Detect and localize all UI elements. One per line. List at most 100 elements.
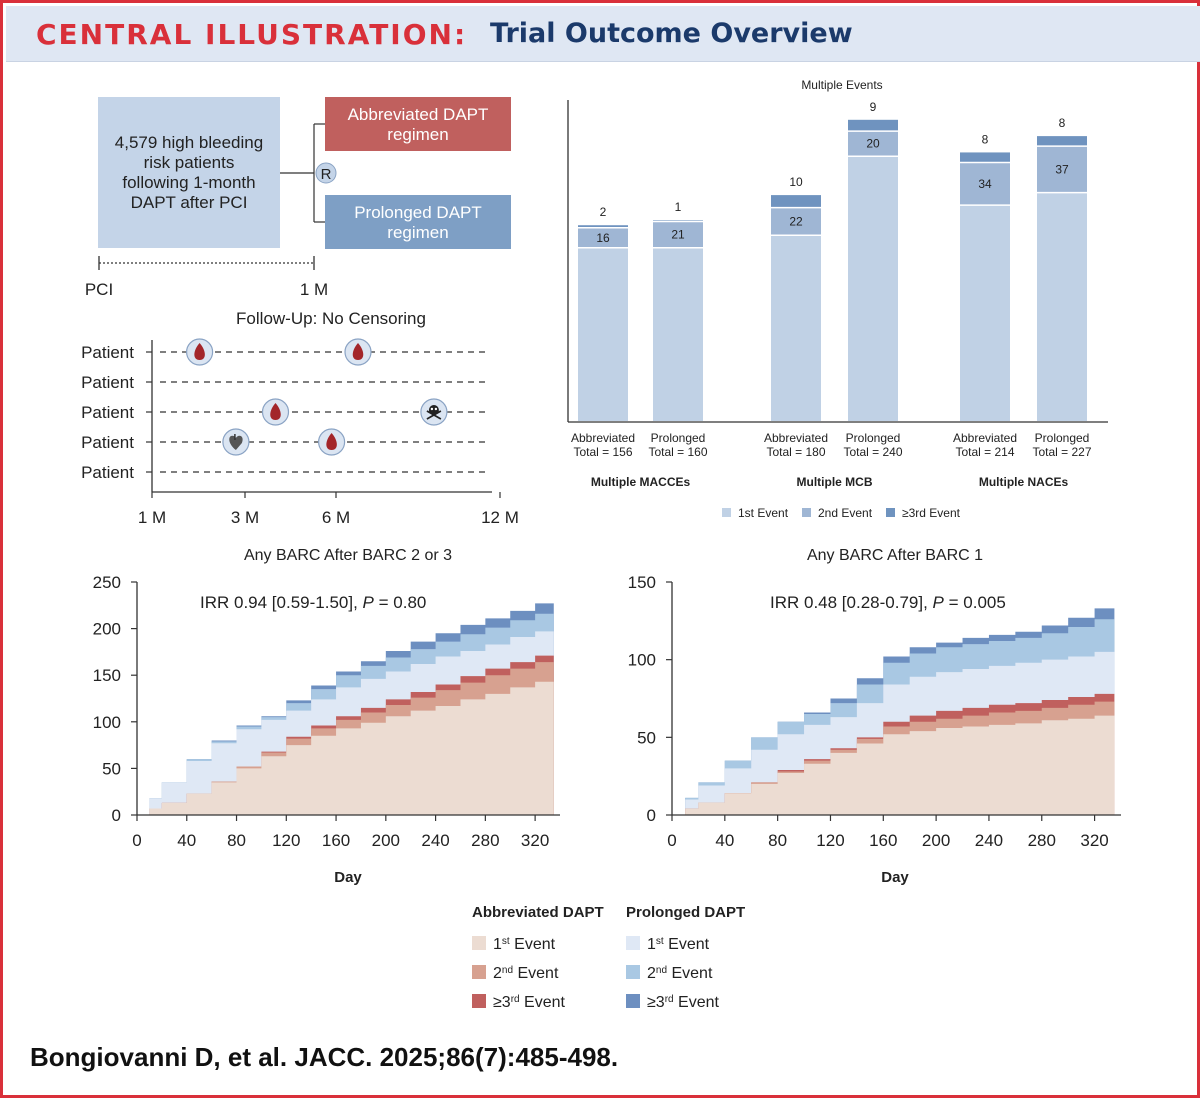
legend-prol-second-swatch [626, 965, 640, 979]
legend-abbr-first-swatch [472, 936, 486, 950]
bar-value-second: 16 [596, 231, 610, 245]
y-tick-label: 100 [628, 651, 656, 670]
blood-drop-icon [318, 428, 346, 456]
legend-abbr-third-swatch [472, 994, 486, 1008]
legend-swatch-third [886, 508, 895, 517]
area-legend: Abbreviated DAPT Prolonged DAPT 1st Even… [472, 904, 745, 1011]
legend-swatch-first [722, 508, 731, 517]
bar-value-third: 2 [600, 205, 607, 219]
bar-arm-label: Abbreviated [953, 431, 1017, 445]
timeline-start-label: PCI [85, 280, 113, 299]
legend-swatch-second [802, 508, 811, 517]
x-tick-label: 120 [816, 831, 844, 850]
x-tick-label: 160 [869, 831, 897, 850]
population-box [98, 97, 280, 248]
legend-second: 2nd Event [818, 506, 873, 520]
barc1-areas [672, 588, 1115, 815]
area-series [137, 676, 554, 815]
bar-segment-second [960, 162, 1010, 206]
x-tick-label: 200 [922, 831, 950, 850]
population-line-2: risk patients [144, 153, 235, 172]
followup-tick-label: 12 M [481, 508, 519, 527]
x-tick-label: 80 [227, 831, 246, 850]
y-tick-label: 150 [628, 573, 656, 592]
x-tick-label: 40 [715, 831, 734, 850]
legend-prol-first: 1st Event [647, 936, 710, 954]
followup-title: Follow-Up: No Censoring [236, 309, 426, 328]
y-tick-label: 100 [93, 713, 121, 732]
bar-segment-first [771, 235, 821, 421]
legend-prolonged-title: Prolonged DAPT [626, 904, 745, 921]
legend-first: 1st Event [738, 506, 789, 520]
x-tick-label: 320 [521, 831, 549, 850]
blood-drop-icon [344, 338, 372, 366]
followup-row: Patient [81, 398, 490, 426]
bar-total-label: Total = 240 [843, 445, 902, 459]
followup-row: Patient [81, 463, 490, 482]
bar-arm-label: Prolonged [846, 431, 901, 445]
followup-row: Patient [81, 373, 490, 392]
x-tick-label: 320 [1080, 831, 1108, 850]
bar-segment-second [1037, 146, 1087, 193]
arm-prolonged-box [325, 195, 511, 249]
x-tick-label: 280 [471, 831, 499, 850]
y-tick-label: 150 [93, 666, 121, 685]
bar-arm-label: Prolonged [1035, 431, 1090, 445]
barc1-chart: Any BARC After BARC 1 IRR 0.48 [0.28-0.7… [628, 547, 1121, 886]
legend-prol-third: ≥3rd Event [647, 994, 720, 1012]
barc1-xlabel: Day [881, 869, 909, 886]
x-tick-label: 0 [132, 831, 141, 850]
bar-arm-label: Prolonged [651, 431, 706, 445]
followup-row-label: Patient [81, 403, 134, 422]
bar-segment-first [578, 247, 628, 421]
timeline-end-label: 1 M [300, 280, 328, 299]
followup-row-label: Patient [81, 373, 134, 392]
followup-tick-label: 3 M [231, 508, 259, 527]
x-tick-label: 120 [272, 831, 300, 850]
bar-group-label: Multiple MACCEs [591, 475, 691, 489]
legend-abbr-second-swatch [472, 965, 486, 979]
barc1-annotation: IRR 0.48 [0.28-0.79], P = 0.005 [770, 593, 1006, 612]
bar-total-label: Total = 227 [1032, 445, 1091, 459]
followup-row: Patient [81, 428, 490, 456]
legend-abbr-third: ≥3rd Event [493, 994, 566, 1012]
followup-tick-label: 6 M [322, 508, 350, 527]
population-line-3: following 1-month [122, 173, 255, 192]
x-tick-label: 80 [768, 831, 787, 850]
arm-abbreviated-box [325, 97, 511, 151]
bar-legend: 1st Event 2nd Event ≥3rd Event [722, 506, 961, 520]
bar-arm-label: Abbreviated [764, 431, 828, 445]
legend-prol-first-swatch [626, 936, 640, 950]
bar-segment-second [771, 207, 821, 236]
barc23-chart: Any BARC After BARC 2 or 3 IRR 0.94 [0.5… [93, 547, 560, 886]
area-series [672, 712, 1115, 815]
y-tick-label: 0 [112, 806, 121, 825]
followup-ticks: 1 M 3 M 6 M 12 M [138, 492, 519, 527]
bar-group-label: Multiple MCB [797, 475, 873, 489]
bar-segment-third [848, 119, 898, 132]
arm-prolonged-line-1: Prolonged DAPT [354, 203, 482, 222]
bar-segment-third [578, 225, 628, 228]
bar-value-second: 22 [789, 214, 803, 228]
bar-group-label: Multiple NACEs [979, 475, 1069, 489]
bar-total-label: Total = 214 [955, 445, 1014, 459]
y-tick-label: 250 [93, 573, 121, 592]
y-tick-label: 50 [637, 728, 656, 747]
heart-icon [222, 428, 250, 456]
barc23-title: Any BARC After BARC 2 or 3 [244, 547, 452, 564]
x-tick-label: 280 [1028, 831, 1056, 850]
bar-value-second: 34 [978, 177, 992, 191]
bar-segment-second [578, 227, 628, 248]
citation: Bongiovanni D, et al. JACC. 2025;86(7):4… [30, 1042, 619, 1072]
skull-icon [420, 398, 448, 426]
arm-abbreviated-line-2: regimen [387, 125, 448, 144]
bar-segment-first [653, 247, 703, 421]
barc1-axes: 0 40 80 120 160 200 240 280 320 0 50 100 150 [628, 573, 1121, 850]
bar-segment-first [960, 205, 1010, 421]
legend-abbreviated-title: Abbreviated DAPT [472, 904, 604, 921]
legend-abbr-second: 2nd Event [493, 965, 559, 983]
bar-value-third: 10 [789, 175, 803, 189]
